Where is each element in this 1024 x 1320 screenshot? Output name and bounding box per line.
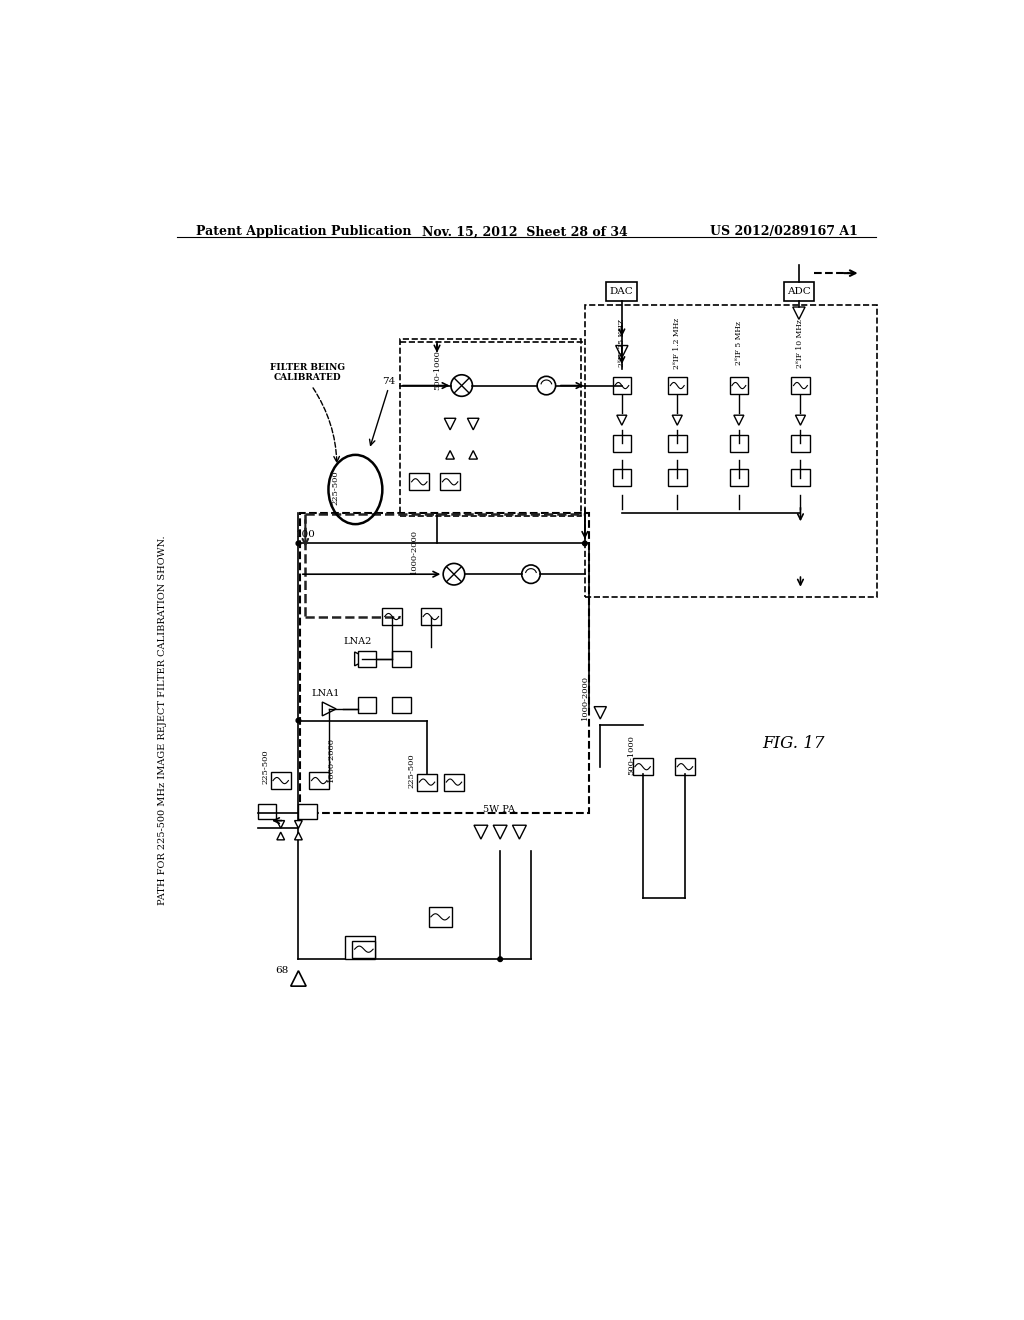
Polygon shape: [793, 308, 805, 319]
Bar: [400, 339, 581, 516]
Circle shape: [296, 541, 301, 545]
Polygon shape: [594, 706, 606, 719]
Polygon shape: [616, 416, 627, 425]
Bar: [792, 378, 810, 395]
Text: LNA2: LNA2: [343, 638, 372, 647]
Polygon shape: [494, 825, 507, 840]
Text: Patent Application Publication: Patent Application Publication: [196, 226, 412, 239]
Circle shape: [583, 541, 587, 545]
Text: 2ᴽIF 1.2 MHz: 2ᴽIF 1.2 MHz: [673, 318, 681, 368]
Bar: [392, 651, 411, 667]
Bar: [444, 774, 464, 791]
Text: FIG. 17: FIG. 17: [762, 735, 824, 752]
Text: 1000-2000: 1000-2000: [327, 737, 335, 781]
Circle shape: [443, 564, 465, 585]
Polygon shape: [295, 821, 302, 829]
Text: ADC: ADC: [787, 288, 811, 296]
Polygon shape: [467, 418, 479, 430]
Bar: [668, 378, 686, 395]
Text: 2ᴽIF 5 MHz: 2ᴽIF 5 MHz: [735, 321, 742, 366]
Text: 1000-2000: 1000-2000: [410, 528, 418, 574]
Polygon shape: [295, 832, 302, 840]
Polygon shape: [276, 821, 285, 829]
Text: 2ᴽIF 10 MHz: 2ᴽIF 10 MHz: [797, 318, 805, 368]
Bar: [357, 651, 376, 667]
Polygon shape: [291, 970, 306, 986]
Text: 5W PA: 5W PA: [482, 805, 515, 813]
Bar: [730, 378, 749, 395]
Bar: [410, 474, 429, 490]
Bar: [298, 804, 316, 818]
Bar: [270, 772, 291, 789]
Text: LNA1: LNA1: [311, 689, 340, 698]
Bar: [612, 378, 631, 395]
Polygon shape: [444, 418, 456, 430]
Bar: [352, 941, 376, 958]
Bar: [675, 758, 695, 775]
Bar: [300, 512, 589, 813]
Polygon shape: [354, 652, 369, 665]
Circle shape: [538, 376, 556, 395]
Bar: [585, 305, 878, 598]
Polygon shape: [734, 416, 743, 425]
Text: 500-1000: 500-1000: [433, 350, 441, 391]
Polygon shape: [672, 416, 682, 425]
Bar: [612, 434, 631, 451]
Bar: [606, 282, 637, 301]
Text: 68: 68: [275, 966, 289, 975]
Bar: [382, 609, 402, 626]
Bar: [440, 474, 460, 490]
Text: 225-500: 225-500: [261, 750, 269, 784]
Text: DAC: DAC: [610, 288, 634, 296]
Bar: [783, 282, 814, 301]
Bar: [730, 434, 749, 451]
Text: 225-500: 225-500: [332, 471, 339, 506]
Circle shape: [521, 565, 541, 583]
Polygon shape: [512, 825, 526, 840]
Bar: [309, 772, 330, 789]
Polygon shape: [323, 702, 336, 715]
Bar: [258, 804, 276, 818]
Bar: [633, 758, 652, 775]
Bar: [429, 907, 452, 927]
Text: PATH FOR 225-500 MHz IMAGE REJECT FILTER CALIBRATION SHOWN.: PATH FOR 225-500 MHz IMAGE REJECT FILTER…: [159, 536, 167, 906]
Text: 500-1000: 500-1000: [627, 735, 635, 775]
Bar: [792, 470, 810, 487]
Bar: [668, 470, 686, 487]
Bar: [730, 470, 749, 487]
Bar: [612, 470, 631, 487]
Text: 74: 74: [382, 378, 395, 387]
Circle shape: [498, 957, 503, 961]
Text: 100: 100: [295, 529, 315, 539]
Text: FILTER BEING
CALIBRATED: FILTER BEING CALIBRATED: [270, 363, 345, 383]
Bar: [792, 434, 810, 451]
Polygon shape: [469, 450, 477, 459]
Polygon shape: [276, 832, 285, 840]
Bar: [392, 697, 411, 713]
Polygon shape: [796, 416, 806, 425]
Polygon shape: [615, 346, 628, 358]
Bar: [357, 697, 376, 713]
Bar: [421, 609, 441, 626]
Circle shape: [451, 375, 472, 396]
Text: 2ᴽIF 25 KHZ: 2ᴽIF 25 KHZ: [617, 319, 626, 367]
Bar: [345, 936, 376, 960]
Circle shape: [296, 718, 301, 723]
Bar: [417, 774, 437, 791]
Polygon shape: [474, 825, 487, 840]
Bar: [668, 434, 686, 451]
Text: Nov. 15, 2012  Sheet 28 of 34: Nov. 15, 2012 Sheet 28 of 34: [422, 226, 628, 239]
Text: US 2012/0289167 A1: US 2012/0289167 A1: [711, 226, 858, 239]
Text: 225-500: 225-500: [408, 754, 416, 788]
Text: 1000-2000: 1000-2000: [581, 675, 589, 719]
Polygon shape: [445, 450, 455, 459]
